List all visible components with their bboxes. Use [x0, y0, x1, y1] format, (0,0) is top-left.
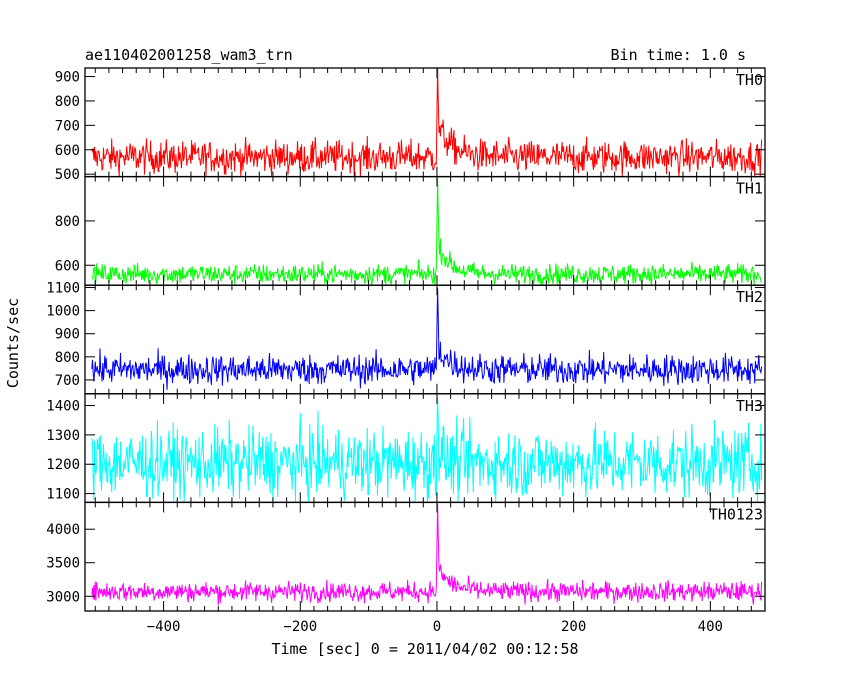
y-axis-label: Counts/sec — [4, 298, 22, 388]
y-tick-label: 1200 — [46, 457, 80, 473]
y-tick-label: 1400 — [46, 399, 80, 415]
panel-th2: 700 800 900 1000 1100 TH2 — [46, 281, 766, 395]
chart-title: ae110402001258_wam3_trn — [85, 46, 293, 64]
y-tick-label: 700 — [55, 373, 80, 389]
x-tick-label: 0 — [433, 619, 441, 635]
x-axis-label: Time [sec] 0 = 2011/04/02 00:12:58 — [271, 640, 578, 658]
y-tick-label: 700 — [55, 118, 80, 134]
y-tick-label: 900 — [55, 327, 80, 343]
y-tick-label: 800 — [55, 214, 80, 230]
y-tick-label: 1100 — [46, 281, 80, 297]
y-tick-label: 600 — [55, 143, 80, 159]
y-tick-label: 600 — [55, 258, 80, 274]
y-tick-label: 800 — [55, 94, 80, 110]
panel-th0123: 3000 3500 4000 TH0123 — [46, 501, 766, 612]
panel-th0: 500 600 700 800 900 TH0 — [55, 67, 766, 183]
x-tick-label: 200 — [561, 619, 586, 635]
panels-group: 500 600 700 800 900 TH0 600 800 TH1 700 800 900 1000… — [46, 67, 766, 635]
panel-label: TH2 — [736, 288, 763, 306]
panel-th3: 1100 1200 1300 1400 TH3 — [46, 393, 766, 504]
y-tick-label: 900 — [55, 70, 80, 86]
y-tick-label: 1000 — [46, 304, 80, 320]
series-line-th2 — [91, 287, 763, 390]
x-tick-label: 400 — [698, 619, 723, 635]
y-tick-label: 3000 — [46, 589, 80, 605]
panel-label: TH0 — [736, 71, 763, 89]
series-line-th0 — [91, 67, 763, 177]
y-tick-label: 1300 — [46, 428, 80, 444]
panel-frame — [84, 501, 766, 612]
y-tick-label: 3500 — [46, 556, 80, 572]
y-tick-label: 800 — [55, 350, 80, 366]
series-line-th3 — [91, 396, 763, 502]
y-tick-label: 500 — [55, 167, 80, 183]
series-line-th1 — [91, 177, 763, 286]
y-tick-label: 4000 — [46, 522, 80, 538]
series-line-th0123 — [91, 503, 763, 606]
panel-label: TH3 — [736, 397, 763, 415]
x-tick-label: −400 — [147, 619, 181, 635]
y-tick-label: 1100 — [46, 487, 80, 503]
bin-time-label: Bin time: 1.0 s — [611, 46, 746, 64]
panel-label: TH0123 — [709, 505, 763, 523]
panel-th1: 600 800 TH1 — [55, 175, 766, 286]
x-tick-label: −200 — [283, 619, 317, 635]
panel-label: TH1 — [736, 180, 763, 198]
